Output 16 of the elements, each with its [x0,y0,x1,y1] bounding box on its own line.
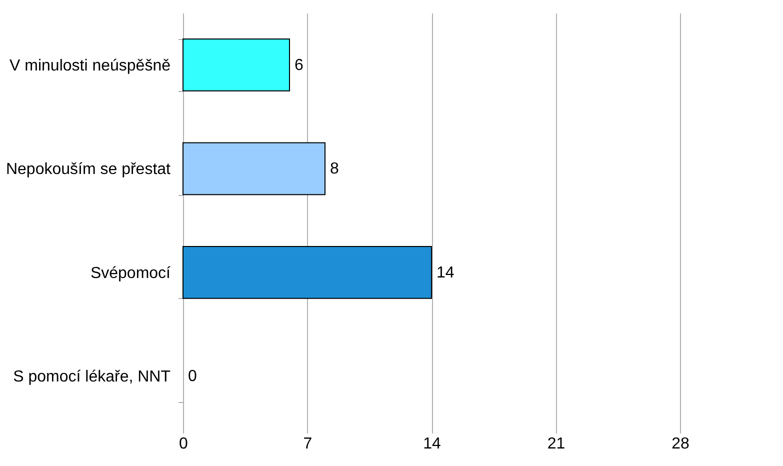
x-tick-label: 0 [179,436,188,452]
bar [182,38,290,92]
data-label: 0 [188,368,197,386]
y-tick-label: Svépomocí [90,264,172,282]
x-tick-label: 28 [672,436,690,452]
bar [182,142,326,196]
data-label: 6 [294,56,304,74]
x-tick-label: 14 [423,436,441,452]
bar [182,246,432,299]
data-label: 14 [436,264,454,282]
y-tick-label: V minulosti neúspěšně [10,57,171,74]
y-tick-label: S pomocí lékaře, NNT [13,368,171,386]
y-tick-label: Nepokouším se přestat [6,161,172,178]
x-tick-label: 21 [547,436,566,452]
data-label: 8 [330,160,339,178]
x-tick-label: 7 [303,436,312,452]
